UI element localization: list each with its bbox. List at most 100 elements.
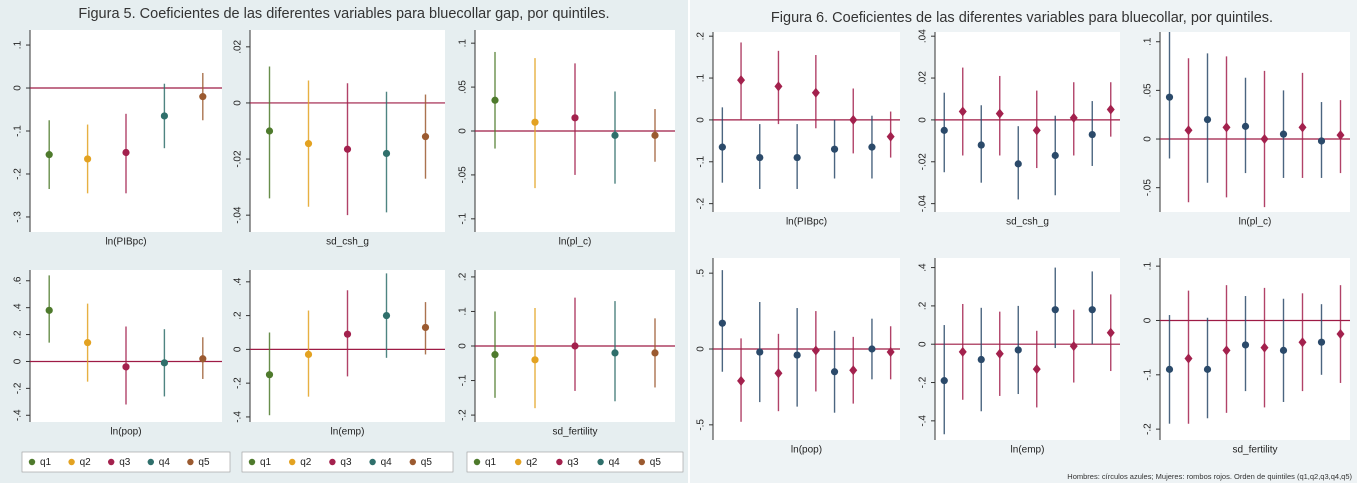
plot-area xyxy=(935,32,1120,212)
y-tick-label: -.02 xyxy=(233,150,244,168)
point xyxy=(1260,342,1269,353)
point xyxy=(265,371,274,379)
figure-title: Figura 6. Coeficientes de las diferentes… xyxy=(771,10,1273,26)
legend-label: q3 xyxy=(340,457,352,468)
point xyxy=(651,349,659,357)
legend-label: q2 xyxy=(526,457,538,468)
legend-label: q3 xyxy=(567,457,579,468)
y-tick-label: -.1 xyxy=(458,213,469,225)
legend xyxy=(241,451,454,473)
point xyxy=(958,106,967,117)
point xyxy=(382,149,391,158)
y-tick-label: .1 xyxy=(696,73,707,82)
y-tick-label: .2 xyxy=(696,32,707,41)
legend-marker xyxy=(597,458,604,466)
point xyxy=(849,114,858,125)
y-tick-label: .4 xyxy=(13,303,24,312)
point xyxy=(1165,365,1174,373)
point xyxy=(1336,329,1345,340)
point xyxy=(1222,122,1231,133)
y-tick-label: .4 xyxy=(233,277,244,286)
point xyxy=(1279,130,1288,138)
point xyxy=(793,153,801,162)
point xyxy=(793,351,801,359)
y-tick-label: .1 xyxy=(13,40,24,49)
x-axis-label: ln(pop) xyxy=(110,427,141,438)
y-tick-label: 0 xyxy=(458,128,469,134)
point xyxy=(122,148,130,157)
y-tick-label: .2 xyxy=(918,301,929,310)
point xyxy=(995,348,1004,359)
legend-label: q5 xyxy=(650,457,662,468)
legend-label: q4 xyxy=(159,457,171,468)
plot-area xyxy=(1160,258,1350,440)
point xyxy=(811,87,820,98)
point xyxy=(199,355,207,363)
point xyxy=(940,126,948,134)
y-tick-label: -.5 xyxy=(696,419,707,431)
y-tick-label: -.2 xyxy=(696,197,707,209)
x-axis-label: ln(PIBpc) xyxy=(105,237,146,248)
point xyxy=(1014,346,1022,354)
y-tick-label: 0 xyxy=(13,358,24,364)
y-tick-label: .6 xyxy=(13,276,24,285)
y-tick-label: -.1 xyxy=(1143,369,1154,381)
point xyxy=(756,153,764,162)
y-tick-label: .2 xyxy=(233,311,244,320)
point xyxy=(571,114,579,122)
point xyxy=(718,319,726,327)
y-tick-label: -.04 xyxy=(233,206,244,224)
legend-marker xyxy=(108,458,115,466)
point xyxy=(1069,341,1078,352)
point xyxy=(977,141,985,149)
legend xyxy=(466,451,684,473)
x-axis-label: sd_csh_g xyxy=(326,237,369,248)
y-tick-label: .02 xyxy=(918,71,929,85)
point xyxy=(940,377,948,385)
point xyxy=(1203,365,1212,373)
legend-marker xyxy=(409,458,416,466)
point xyxy=(84,339,92,347)
point xyxy=(1014,160,1022,168)
point xyxy=(718,143,726,151)
point xyxy=(1165,93,1174,101)
plot-area xyxy=(713,32,900,212)
y-tick-label: -.05 xyxy=(1143,179,1154,197)
point xyxy=(811,345,820,356)
y-tick-label: -.2 xyxy=(233,377,244,389)
point xyxy=(830,368,839,376)
point xyxy=(1222,345,1231,356)
legend-label: q2 xyxy=(80,457,92,468)
y-tick-label: -.1 xyxy=(696,155,707,167)
point xyxy=(491,96,499,104)
legend-label: q2 xyxy=(300,457,312,468)
point xyxy=(611,349,619,357)
point xyxy=(958,346,967,357)
y-tick-label: .02 xyxy=(233,39,244,53)
y-tick-label: -.1 xyxy=(458,374,469,386)
y-tick-label: -.2 xyxy=(918,376,929,388)
point xyxy=(1317,338,1326,346)
point xyxy=(491,351,499,359)
y-tick-label: .05 xyxy=(458,80,469,94)
point xyxy=(1032,125,1041,136)
point xyxy=(1051,306,1059,314)
legend-marker xyxy=(187,458,194,466)
legend-marker xyxy=(289,458,296,466)
y-tick-label: .04 xyxy=(918,29,929,43)
y-tick-label: .5 xyxy=(696,269,707,278)
y-tick-label: -.05 xyxy=(458,166,469,184)
x-axis-label: ln(PIBpc) xyxy=(786,217,827,228)
point xyxy=(1317,137,1326,145)
y-tick-label: .4 xyxy=(918,263,929,272)
point xyxy=(84,155,92,163)
point xyxy=(421,133,430,141)
legend-label: q1 xyxy=(485,457,497,468)
point xyxy=(830,145,839,153)
legend-label: q4 xyxy=(381,457,393,468)
y-tick-label: .1 xyxy=(458,307,469,316)
point xyxy=(737,375,746,386)
legend-label: q5 xyxy=(198,457,210,468)
legend xyxy=(21,451,231,473)
